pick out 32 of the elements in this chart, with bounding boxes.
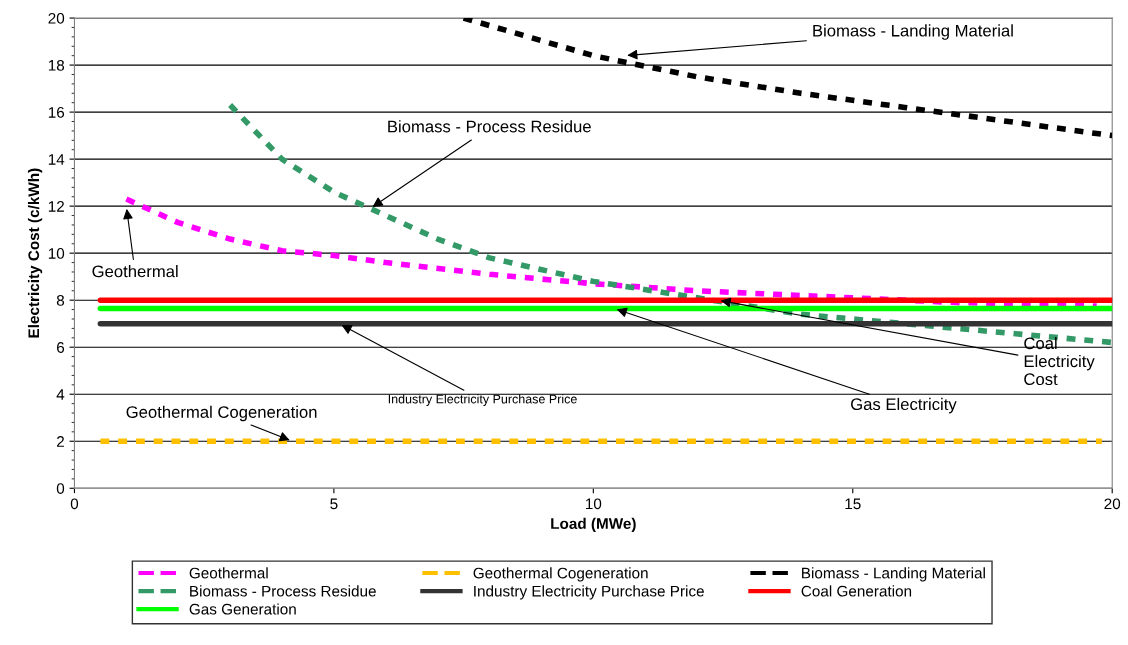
annotation: Gas Electricity bbox=[851, 397, 957, 414]
y-tick-label: 14 bbox=[48, 154, 65, 165]
x-tick-label: 15 bbox=[845, 498, 861, 510]
x-axis-title: Load (MWe) bbox=[551, 517, 636, 533]
annotation: Industry Electricity Purchase Price bbox=[388, 394, 577, 406]
y-tick-label: 8 bbox=[56, 295, 65, 306]
y-tick-label: 0 bbox=[56, 483, 65, 494]
legend-label: Gas Generation bbox=[189, 603, 296, 615]
legend-label: Coal Generation bbox=[801, 585, 912, 597]
annotation: Geothermal Cogeneration bbox=[126, 405, 317, 422]
legend-label: Industry Electricity Purchase Price bbox=[474, 585, 704, 600]
legend-label: Geothermal bbox=[189, 567, 268, 579]
annotation: Biomass - Landing Material bbox=[813, 24, 1013, 40]
annotation: Geothermal bbox=[92, 265, 178, 278]
legend-label: Geothermal Cogeneration bbox=[473, 567, 648, 582]
y-tick-label: 4 bbox=[56, 389, 65, 400]
y-tick-label: 2 bbox=[57, 436, 64, 447]
y-tick-label: 20 bbox=[48, 12, 65, 24]
annotation: Coal Electricity Cost bbox=[1024, 336, 1095, 386]
annotation: Biomass - Process Residue bbox=[388, 120, 591, 133]
y-tick-label: 6 bbox=[57, 342, 65, 353]
y-tick-label: 10 bbox=[48, 248, 65, 259]
x-tick-label: 10 bbox=[586, 498, 602, 510]
legend-label: Biomass - Landing Material bbox=[802, 567, 985, 582]
x-tick-label: 0 bbox=[70, 498, 79, 510]
y-tick-label: 16 bbox=[48, 106, 65, 118]
y-axis-title: Electricity Cost (c/kWh) bbox=[27, 168, 43, 338]
legend-label: Biomass - Process Residue bbox=[190, 585, 376, 597]
x-tick-label: 20 bbox=[1104, 498, 1121, 510]
y-tick-label: 18 bbox=[48, 59, 65, 71]
y-tick-label: 12 bbox=[48, 201, 64, 212]
x-tick-label: 5 bbox=[330, 498, 338, 510]
